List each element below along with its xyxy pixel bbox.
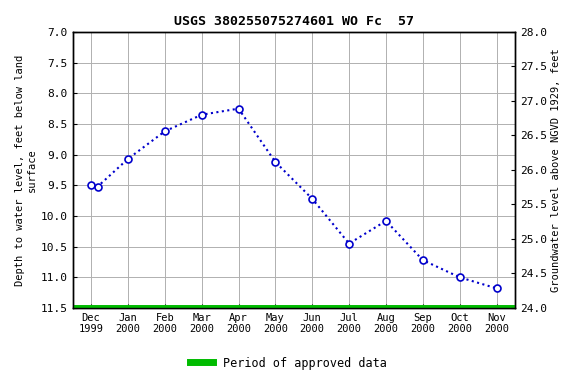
Y-axis label: Depth to water level, feet below land
surface: Depth to water level, feet below land su… xyxy=(15,55,37,286)
Y-axis label: Groundwater level above NGVD 1929, feet: Groundwater level above NGVD 1929, feet xyxy=(551,48,561,292)
Legend: Period of approved data: Period of approved data xyxy=(185,352,391,374)
Title: USGS 380255075274601 WO Fc  57: USGS 380255075274601 WO Fc 57 xyxy=(174,15,414,28)
